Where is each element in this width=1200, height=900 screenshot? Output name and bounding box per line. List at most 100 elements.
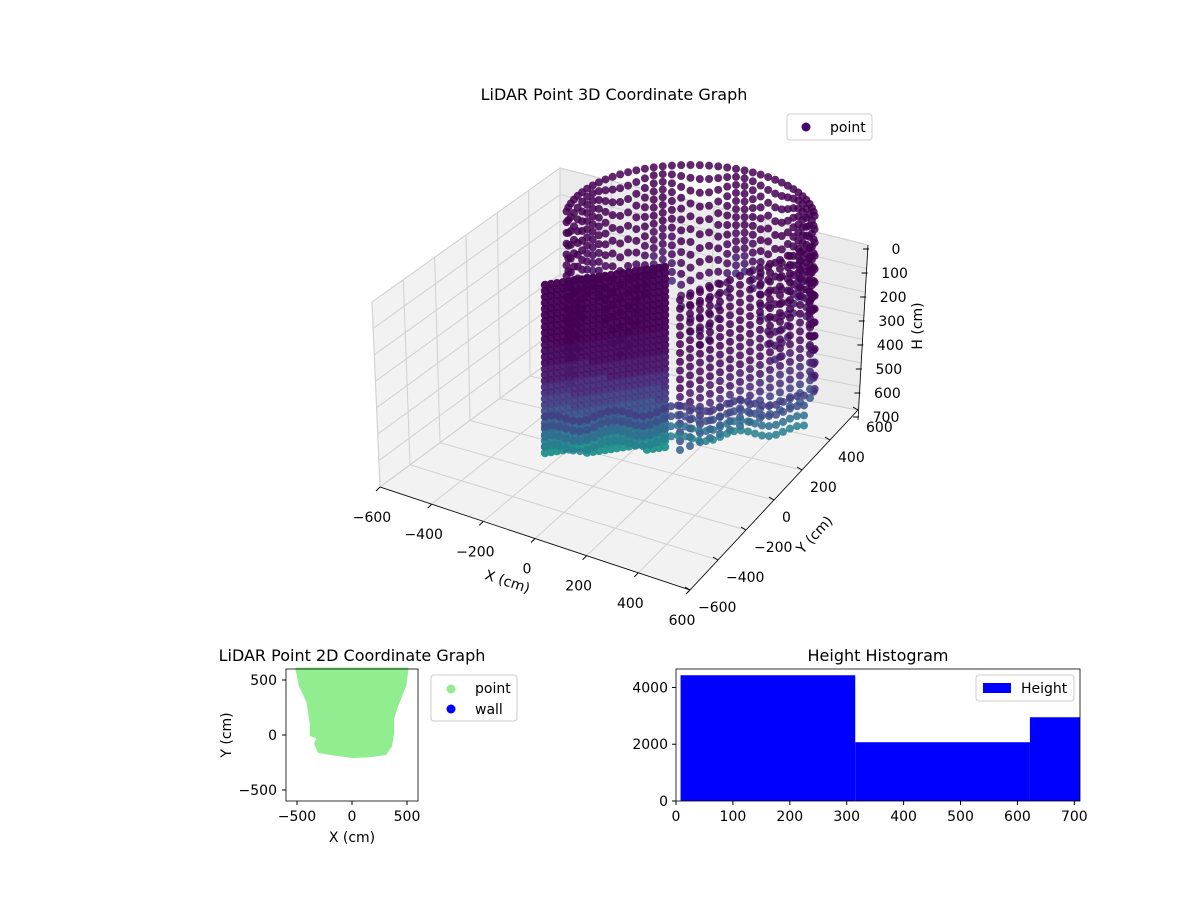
cloud-point: [776, 308, 784, 317]
cloud-point: [632, 166, 641, 175]
chart-3d-title: LiDAR Point 3D Coordinate Graph: [481, 85, 748, 104]
cloud-point: [660, 364, 670, 374]
cloud-point: [736, 316, 744, 325]
cloud-point: [766, 357, 774, 366]
cloud-point: [597, 439, 605, 448]
cloud-point: [611, 436, 619, 445]
x-tick-label-3d: 600: [669, 613, 696, 629]
cloud-point: [766, 321, 774, 330]
cloud-point: [732, 253, 741, 262]
legend-3d: point: [786, 113, 873, 141]
cloud-point: [646, 440, 654, 449]
cloud-point: [640, 193, 649, 202]
cloud-point: [608, 223, 617, 232]
cloud-point: [714, 197, 723, 206]
cloud-point: [714, 256, 723, 265]
cloud-point: [744, 397, 752, 406]
cloud-point: [649, 171, 658, 180]
cloud-point: [716, 306, 724, 315]
cloud-point: [736, 333, 744, 342]
cloud-point: [766, 365, 774, 374]
cloud-point: [686, 336, 694, 345]
cloud-point: [696, 314, 704, 323]
cloud-point: [736, 386, 744, 395]
cloud-point: [756, 290, 764, 299]
y-tick-mark-3d: [768, 496, 775, 501]
x-ticks-histogram: 0 100 200 300 400 500 600 700: [672, 801, 1088, 825]
cloud-point: [746, 382, 754, 391]
cloud-point: [676, 366, 684, 375]
legend-2d-wall-label: wall: [475, 702, 503, 718]
histogram-title: Height Histogram: [808, 646, 949, 665]
cloud-point: [777, 245, 786, 254]
cloud-point: [756, 352, 764, 361]
y-tick-mark-3d: [796, 466, 803, 471]
cloud-point: [660, 334, 670, 344]
cloud-point: [632, 441, 640, 450]
cloud-point: [806, 376, 814, 385]
cloud-point: [786, 349, 794, 358]
cloud-point: [723, 173, 732, 182]
cloud-point: [541, 432, 549, 441]
cloud-point: [779, 397, 787, 406]
x-tick-mark-3d: [633, 572, 639, 578]
cloud-point: [686, 380, 694, 389]
cloud-point: [736, 351, 744, 360]
y-tick-mark-3d: [712, 556, 719, 561]
y-tick-mark-3d: [824, 436, 831, 441]
cloud-point: [616, 225, 625, 234]
cloud-point: [746, 285, 754, 294]
chart-2d: LiDAR Point 2D Coordinate Graph −500 0 500…: [219, 646, 518, 846]
cloud-point: [696, 358, 704, 367]
grid-line-left-vertical: [371, 301, 381, 488]
cloud-point: [555, 422, 563, 431]
cloud-point: [624, 168, 633, 177]
cloud-point: [746, 373, 754, 382]
cloud-point: [588, 266, 597, 275]
cloud-point: [594, 196, 603, 205]
cloud-point: [716, 341, 724, 350]
cloud-point: [806, 314, 814, 323]
cloud-point: [756, 258, 765, 267]
cloud-point: [796, 318, 804, 327]
cloud-point: [569, 436, 577, 445]
cloud-point: [640, 251, 649, 260]
cloud-point: [624, 208, 633, 217]
cloud-point: [748, 239, 757, 248]
cloud-point: [588, 251, 597, 260]
cloud-point: [765, 422, 773, 431]
cloud-point: [786, 252, 794, 260]
cloud-point: [676, 331, 684, 340]
cloud-point: [766, 268, 774, 277]
cloud-point: [674, 401, 682, 410]
cloud-point: [705, 175, 714, 184]
cloud-point: [649, 211, 658, 220]
cloud-point: [766, 392, 774, 401]
cloud-point: [616, 211, 625, 220]
cloud-point: [624, 181, 633, 190]
cloud-point: [676, 357, 684, 366]
cloud-point: [677, 269, 686, 278]
cloud-point: [786, 287, 794, 296]
cloud-point: [686, 353, 694, 362]
legend-histogram-label: Height: [1021, 681, 1068, 697]
x-tick-label-2d: 0: [348, 809, 357, 825]
cloud-point: [737, 426, 745, 435]
cloud-point: [590, 443, 598, 452]
cloud-point: [756, 192, 765, 201]
cloud-point: [726, 355, 734, 364]
z-tick-label-3d: 600: [874, 386, 901, 402]
cloud-point: [740, 174, 749, 183]
cloud-point: [604, 437, 612, 446]
cloud-point: [806, 244, 814, 252]
cloud-point: [695, 436, 703, 445]
cloud-point: [716, 315, 724, 324]
cloud-point: [732, 197, 741, 206]
cloud-point: [800, 421, 808, 430]
cloud-point: [640, 222, 649, 231]
cloud-point: [625, 419, 633, 428]
cloud-point: [611, 416, 619, 425]
cloud-point: [588, 212, 597, 221]
cloud-point: [639, 412, 647, 421]
cloud-point: [706, 354, 714, 363]
